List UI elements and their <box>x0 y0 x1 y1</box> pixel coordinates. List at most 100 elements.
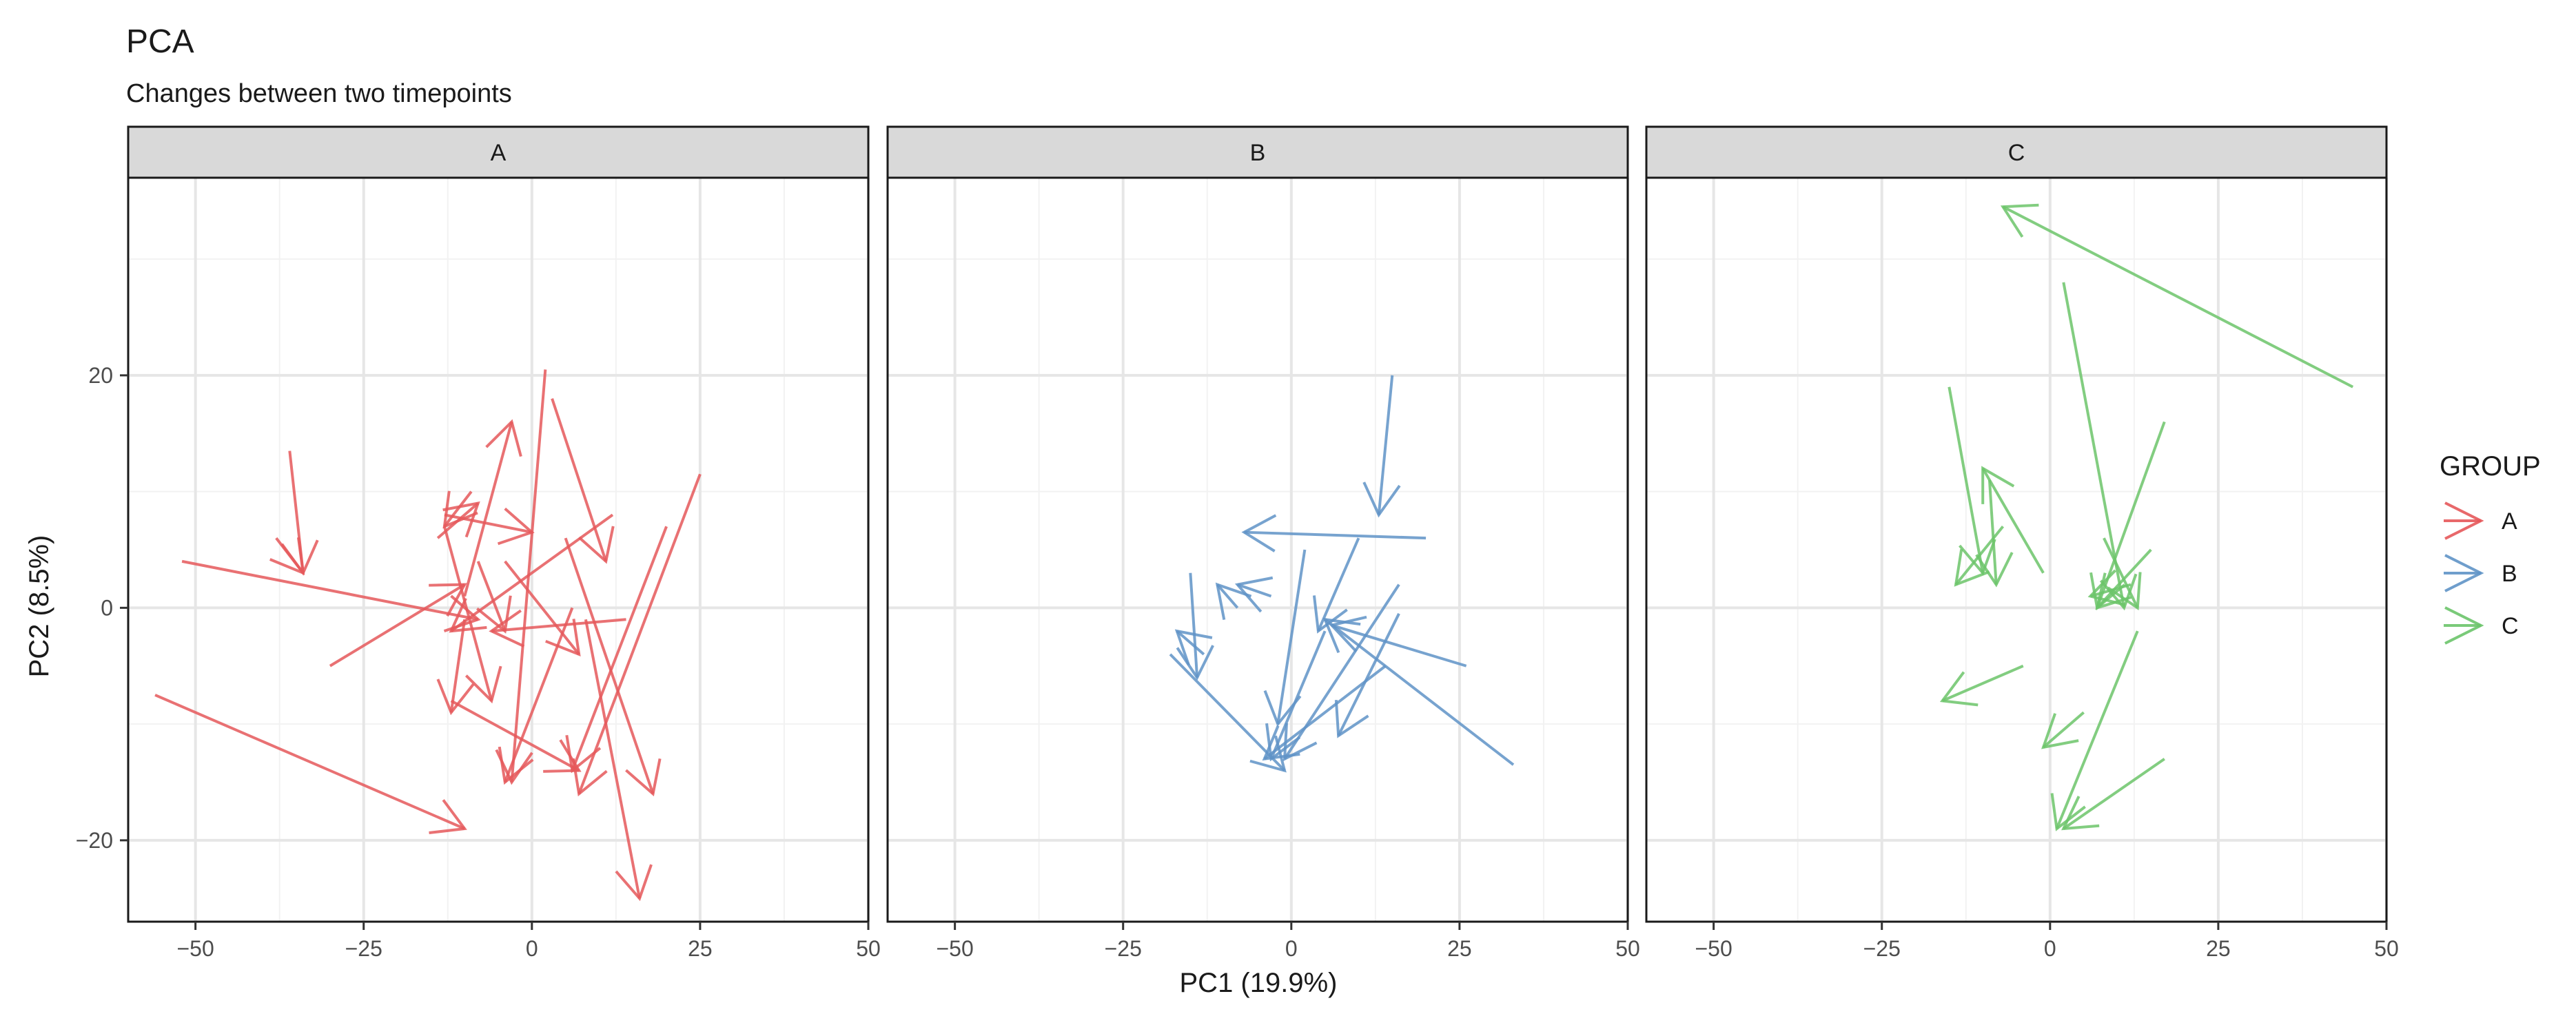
legend: GROUP ABC <box>2440 451 2541 645</box>
arrow-shaft <box>577 473 702 795</box>
arrow-head <box>436 679 475 716</box>
arrow-shaft <box>1981 467 2045 574</box>
arrow-shaft <box>2042 711 2085 749</box>
y-tick-label: 0 <box>101 595 113 620</box>
x-tick-label: −50 <box>936 936 973 961</box>
arrow-head <box>1241 514 1277 552</box>
y-axis-title: PC2 (8.5%) <box>24 535 54 678</box>
arrow-head <box>464 665 502 704</box>
chart-title: PCA <box>126 23 194 60</box>
arrow-head <box>543 739 582 773</box>
facet-strip-label: A <box>491 140 507 166</box>
arrow-shaft <box>2096 421 2166 609</box>
arrow-head <box>498 746 534 785</box>
arrow-head <box>449 597 487 633</box>
arrow-shaft <box>463 421 513 597</box>
arrow-head <box>1176 645 1214 681</box>
x-axis-title: PC1 (19.9%) <box>1180 968 1338 998</box>
y-tick-label: −20 <box>76 828 113 853</box>
facet-strip-label: B <box>1250 140 1266 166</box>
arrow-head <box>429 799 467 834</box>
y-tick-label: 20 <box>88 363 113 388</box>
arrow-shaft <box>2002 205 2354 389</box>
panel-background <box>888 178 1628 922</box>
arrow-head <box>442 501 480 538</box>
arrow-shaft <box>1244 530 1427 540</box>
arrow-shaft <box>2103 537 2139 609</box>
panel-border <box>1645 176 2388 923</box>
legend-key-head <box>2444 501 2484 540</box>
panel-c: C −50 −25 0 25 50 <box>1645 125 2399 961</box>
arrow-head <box>485 419 522 457</box>
arrow-head <box>2050 793 2086 831</box>
facet-strip <box>886 125 1629 179</box>
x-tick-label: 25 <box>688 936 713 961</box>
arrow-shaft <box>584 619 642 899</box>
x-tick-label: −25 <box>1105 936 1142 961</box>
legend-item-c: C <box>2444 606 2519 645</box>
arrow-head <box>1329 615 1367 652</box>
arrow-head <box>1265 723 1301 762</box>
arrow-shaft <box>1948 386 1985 574</box>
arrow-head <box>1174 629 1213 665</box>
x-tick-label: 50 <box>856 936 881 961</box>
arrow-series-b <box>1169 375 1515 773</box>
legend-key-head <box>2444 606 2484 645</box>
arrow-shaft <box>450 513 614 632</box>
arrow-head <box>2000 203 2039 238</box>
legend-title: GROUP <box>2440 451 2541 482</box>
arrow-shaft <box>181 559 479 621</box>
arrow-shaft <box>1216 583 1239 609</box>
x-tick-label: 0 <box>1285 936 1298 961</box>
panel-b: B −50 −25 0 25 50 <box>886 125 1640 961</box>
x-tick-label: 50 <box>1615 936 1640 961</box>
arrow-head <box>1312 595 1348 634</box>
arrow-shaft <box>275 537 305 574</box>
x-tick-label: −25 <box>345 936 382 961</box>
x-tick-label: 25 <box>2206 936 2231 961</box>
arrow-shaft <box>2063 758 2165 830</box>
arrow-shaft <box>154 694 465 830</box>
legend-item-a: A <box>2444 501 2517 540</box>
arrow-shaft <box>1377 375 1394 515</box>
arrow-shaft <box>503 607 574 783</box>
arrow-shaft <box>1276 549 1307 725</box>
arrow-shaft <box>1169 653 1286 772</box>
arrow-shaft <box>1237 583 1272 598</box>
facet-strip-label: C <box>2008 140 2025 166</box>
arrow-head <box>1975 552 2014 588</box>
arrow-head <box>1215 582 1252 621</box>
x-tick-label: −50 <box>176 936 214 961</box>
arrow-head <box>1334 699 1369 738</box>
legend-label: C <box>2502 613 2519 639</box>
facet-strip <box>127 125 870 179</box>
arrow-shaft <box>442 526 493 701</box>
arrow-shaft <box>476 561 507 632</box>
arrow-head <box>1282 723 1318 762</box>
arrow-head <box>2107 572 2142 610</box>
panel-background <box>128 178 868 922</box>
arrow-head <box>1939 671 1979 707</box>
arrow-shaft <box>1987 479 1998 585</box>
x-tick-label: 0 <box>526 936 538 961</box>
arrow-shaft <box>1324 618 1515 766</box>
arrow-shaft <box>1317 537 1360 632</box>
arrow-shaft <box>444 513 533 534</box>
arrow-shaft <box>450 699 580 772</box>
x-tick-label: 50 <box>2374 936 2399 961</box>
panel-a: A −50 −25 0 25 50 −20 0 20 <box>76 125 881 961</box>
arrow-shaft <box>551 397 608 562</box>
arrow-head <box>565 734 602 774</box>
x-tick-label: 0 <box>2044 936 2056 961</box>
arrow-shaft <box>491 618 626 633</box>
facet-strip <box>1645 125 2388 179</box>
arrow-shaft <box>443 490 473 528</box>
arrow-head <box>429 583 467 617</box>
legend-label: A <box>2502 508 2517 535</box>
x-tick-label: −50 <box>1695 936 1732 961</box>
arrow-head <box>1954 548 1990 587</box>
arrow-head <box>578 526 615 564</box>
arrow-head <box>2061 796 2100 831</box>
arrow-series-a <box>154 369 702 902</box>
